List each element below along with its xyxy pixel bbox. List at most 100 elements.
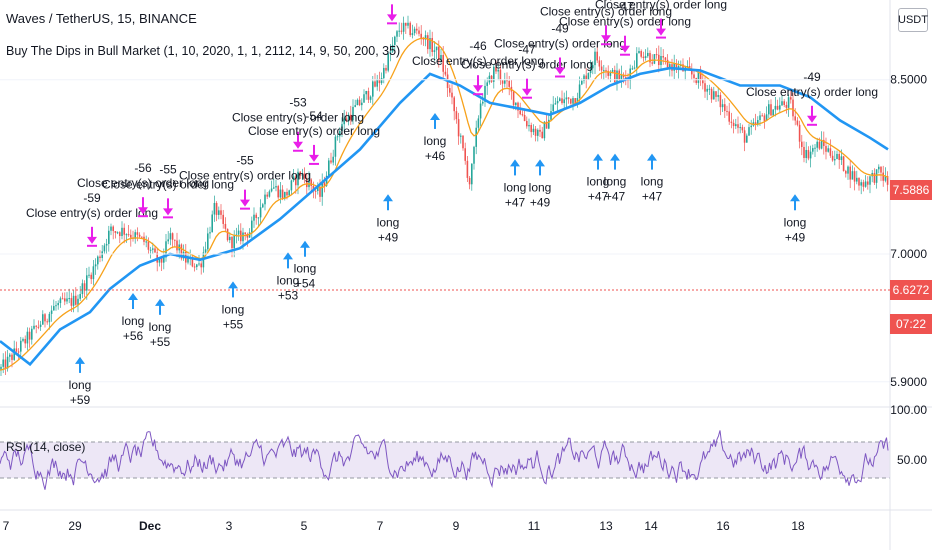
candle-body: [116, 232, 119, 234]
candle-body: [92, 266, 95, 280]
candle-body: [255, 214, 257, 219]
candle-body: [385, 67, 387, 71]
rsi-title[interactable]: RSI (14, close): [6, 440, 86, 454]
sell-label: Close entry(s) order long: [412, 54, 544, 68]
candle-body: [537, 129, 539, 136]
candle-body: [539, 129, 541, 132]
sell-arrow-head: [240, 199, 250, 207]
candle-body: [831, 155, 834, 161]
candle-body: [499, 69, 502, 81]
candle-body: [233, 235, 235, 249]
time-axis-tick: 18: [791, 519, 805, 533]
candle-body: [715, 91, 717, 97]
candle-body: [369, 96, 372, 100]
sell-pnl: -47: [616, 0, 634, 14]
candle-body: [475, 127, 477, 147]
buy-arrow-head: [647, 153, 657, 161]
candle-body: [721, 104, 724, 108]
price-pane[interactable]: [0, 15, 889, 377]
candle-body: [607, 70, 609, 76]
candle-body: [6, 356, 9, 369]
buy-pnl: +54: [295, 277, 316, 291]
candle-body: [361, 102, 363, 106]
currency-button[interactable]: USDT: [898, 8, 928, 32]
buy-label: long: [277, 273, 300, 287]
candle-body: [416, 28, 418, 31]
time-axis-tick: 3: [226, 519, 233, 533]
candle-body: [754, 122, 757, 125]
candle-body: [411, 33, 414, 36]
sell-pnl: -56: [134, 161, 152, 175]
candle-body: [763, 115, 766, 121]
sell-arrow-head: [656, 28, 666, 36]
candle-body: [827, 148, 829, 152]
candle-body: [812, 148, 814, 152]
rsi-axis-tick: 50.00: [897, 453, 927, 467]
countdown-tag: 07:22: [890, 314, 932, 334]
candle-body: [167, 239, 169, 242]
buy-pnl: +55: [150, 335, 171, 349]
candle-body: [521, 114, 524, 116]
candle-body: [396, 31, 398, 37]
candle-body: [603, 70, 605, 72]
candle-body: [479, 103, 482, 119]
sell-arrow-head: [309, 154, 319, 162]
candle-body: [798, 124, 801, 142]
candle-body: [281, 189, 284, 198]
candle-body: [347, 114, 350, 122]
buy-arrow-head: [430, 112, 440, 120]
candle-body: [154, 248, 156, 253]
candle-body: [585, 75, 587, 80]
sell-pnl: -46: [469, 39, 487, 53]
candle-body: [748, 127, 750, 136]
buy-pnl: +49: [530, 195, 551, 209]
candle-body: [523, 114, 526, 122]
candle-body: [543, 121, 546, 139]
buy-pnl: +55: [223, 317, 244, 331]
price-axis-tick: 7.0000: [890, 247, 927, 261]
buy-label: long: [504, 180, 527, 194]
candle-body: [457, 119, 460, 137]
candle-body: [246, 234, 249, 238]
buy-label: long: [294, 262, 317, 276]
last-price-tag: 7.5886: [890, 180, 932, 200]
candle-body: [567, 97, 570, 99]
candle-body: [215, 202, 218, 215]
candle-body: [123, 227, 125, 235]
candle-body: [882, 172, 884, 181]
candle-body: [490, 75, 493, 82]
candle-body: [501, 80, 504, 84]
candle-body: [761, 115, 763, 117]
candle-body: [847, 166, 849, 174]
candle-body: [704, 83, 706, 92]
candle-body: [497, 69, 499, 72]
candle-body: [226, 228, 229, 241]
candle-body: [81, 283, 84, 295]
candle-body: [655, 54, 658, 56]
rsi-line: [0, 430, 889, 490]
rsi-pane[interactable]: [0, 430, 890, 490]
sell-arrow-head: [138, 207, 148, 215]
candle-body: [295, 176, 297, 186]
candle-body: [728, 111, 730, 122]
candle-body: [266, 194, 268, 197]
candle-body: [466, 160, 469, 178]
candle-body: [884, 176, 887, 181]
candle-body: [504, 80, 506, 84]
candle-body: [438, 46, 440, 61]
candle-body: [264, 194, 266, 205]
sell-label: Close entry(s) order long: [232, 111, 364, 125]
sell-label: Close entry(s) order long: [559, 15, 691, 29]
candle-body: [213, 202, 216, 215]
candle-body: [44, 314, 46, 322]
sell-arrow-head: [555, 67, 565, 75]
candle-body: [101, 251, 103, 258]
candle-body: [449, 88, 451, 93]
candle-body: [209, 232, 211, 234]
strategy-title[interactable]: Buy The Dips in Bull Market (1, 10, 2020…: [6, 44, 401, 58]
candle-body: [391, 44, 394, 52]
candle-body: [596, 51, 598, 61]
candle-body: [598, 60, 601, 67]
symbol-title[interactable]: Waves / TetherUS, 15, BINANCE: [6, 11, 197, 26]
